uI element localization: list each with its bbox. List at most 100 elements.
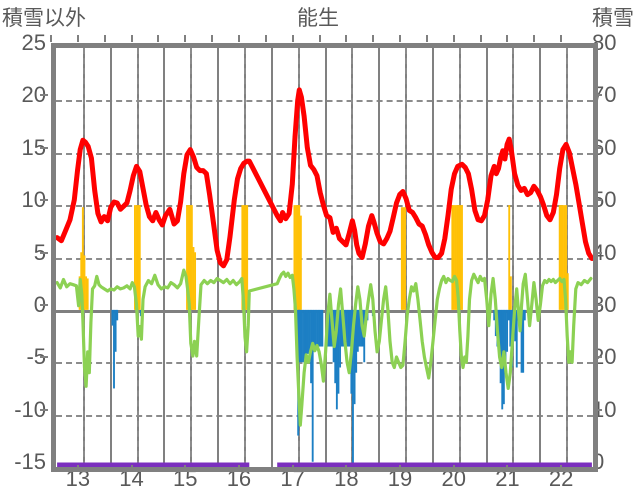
left-axis-unit-label: 積雪以外 [2,7,86,30]
sunshine_duration-bar [138,205,141,310]
y-axis-left-tick-label: 5 [33,239,46,265]
x-tick-mark-top [318,35,321,42]
x-tick-mark [560,465,563,472]
sunshine_duration-bar [452,205,455,310]
x-tick-mark-top [264,35,267,42]
precipitation-bar [303,309,306,363]
y-axis-right-tick-label: 30 [592,291,617,317]
sunshine_duration-bar [295,205,297,310]
chart-title: 能生 [297,7,339,30]
x-tick-mark-top [560,35,563,42]
precipitation-bar [355,309,358,373]
sunshine_duration-bar [404,207,406,310]
y-axis-right-tick-label: 40 [592,239,617,265]
sunshine_duration-bar [400,207,403,310]
sunshine_duration-bar [83,255,86,310]
x-tick-mark [130,465,133,472]
precipitation-bar [318,309,321,347]
y-tick-mark-left [40,94,48,97]
vertical-gridline-day-boundary [539,48,542,467]
y-axis-left-tick-label: -10 [14,396,46,422]
y-tick-mark-left [40,251,48,254]
y-tick-mark-left [40,408,48,411]
sunshine_duration-bar [189,205,192,310]
vertical-gridline-midday [566,48,569,467]
x-tick-mark [237,465,240,472]
precipitation-bar [339,309,342,368]
x-tick-mark [345,465,348,472]
x-tick-mark-top [506,35,509,42]
precipitation-bar [353,309,356,405]
vertical-gridline-midday [405,48,408,467]
y-tick-mark-right [594,303,602,306]
precipitation-bar [300,309,303,363]
vertical-gridline-day-boundary [485,48,488,467]
precipitation-bar [506,309,509,352]
y-axis-left-tick-label: 0 [33,291,46,317]
x-tick-mark-top [76,35,79,42]
y-axis-left-tick-label: -15 [14,449,46,474]
x-tick-mark [184,465,187,472]
sunshine_duration-bar [563,205,566,310]
y-tick-mark-left [40,303,48,306]
wind_speed-line [56,268,593,427]
y-tick-mark-right [594,199,602,202]
y-tick-mark-left [40,199,48,202]
precipitation-bar [335,309,338,410]
precipitation-bar [319,309,322,347]
sunshine_duration-bar [296,205,299,310]
temperature-line [56,87,593,269]
x-tick-mark [76,465,79,472]
vertical-gridline-day-boundary [109,48,112,467]
chart-svg [56,87,593,467]
precipitation-bar [329,309,332,347]
vertical-gridline-day-boundary [378,48,381,467]
x-tick-mark-top [345,35,348,42]
precipitation-bar [499,309,502,384]
y-axis-right-tick-label: 60 [592,134,617,160]
x-tick-mark-top [399,35,402,42]
sunshine_duration-bar [461,205,463,310]
precipitation-bar [313,309,316,352]
x-tick-mark [506,465,509,472]
sunshine_duration-bar [299,215,302,310]
y-tick-mark-right [594,94,602,97]
sunshine_duration-bar [194,252,197,310]
y-axis-right-tick-label: 70 [592,82,617,108]
sunshine_duration-bar [509,276,512,310]
precipitation-bar [327,309,330,347]
sunshine_duration-bar [241,205,244,310]
sunshine_duration-bar [133,205,136,310]
x-tick-mark-top [533,35,536,42]
sunshine_duration-bar [137,205,140,310]
sunshine_duration-bar [565,205,568,310]
y-axis-left-tick-label: -5 [26,344,46,370]
precipitation-bar [523,309,526,321]
precipitation-bar [116,309,119,321]
sunshine_duration-bar [135,205,138,310]
sunshine_duration-bar [560,205,563,310]
precipitation-bar [493,309,496,321]
sunshine_duration-bar [402,207,405,310]
sunshine_duration-bar [566,273,569,310]
sunshine_duration-bar [454,205,457,310]
x-tick-mark-top [50,35,52,42]
x-tick-mark-top [157,35,160,42]
sunshine_duration-bar [456,205,459,310]
y-axis-right-tick-label: 50 [592,187,617,213]
precipitation-bar [305,309,308,354]
y-axis-right-tick-label: 80 [592,30,617,55]
precipitation-bar [114,309,117,352]
sunshine_duration-bar [561,205,564,310]
precipitation-bar [302,309,304,363]
precipitation-bar [509,309,512,347]
precipitation-bar [514,309,517,342]
x-tick-mark-top [103,35,106,42]
precipitation-bar [111,309,114,326]
sunshine_duration-bar [459,205,462,310]
precipitation-bar [139,309,142,317]
sunshine_duration-bar [298,205,301,310]
precipitation-bar [316,309,319,347]
precipitation-bar [520,309,523,373]
